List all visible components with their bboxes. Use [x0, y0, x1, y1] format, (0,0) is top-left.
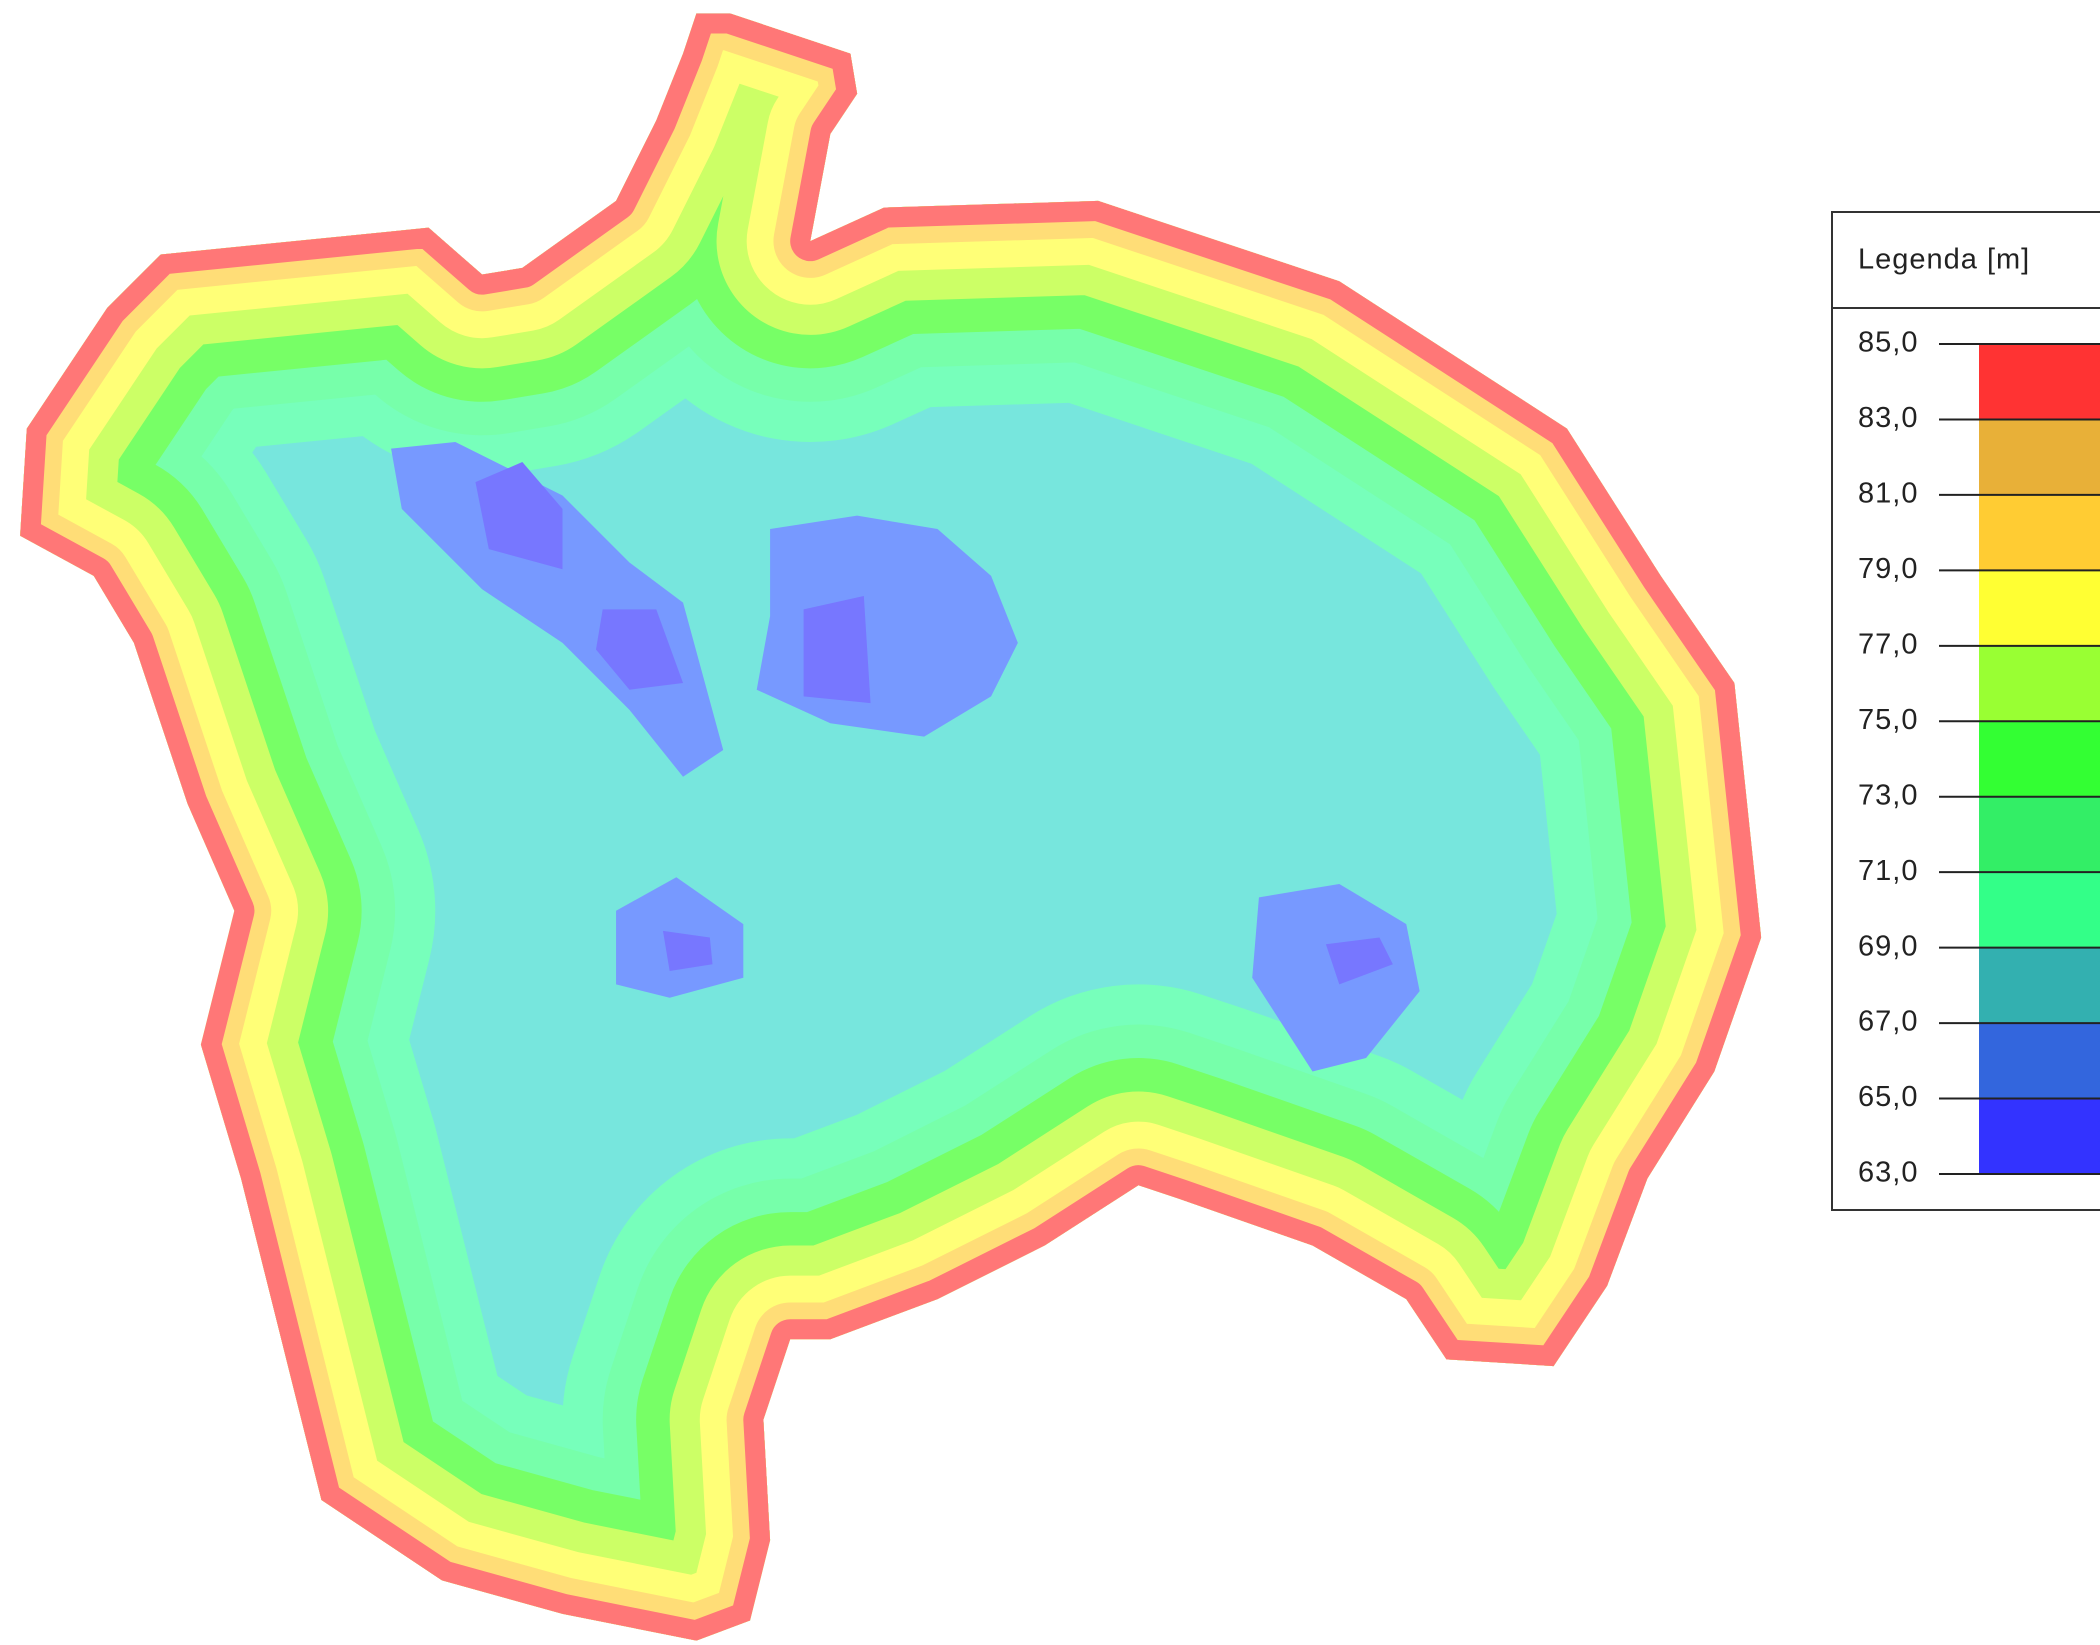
legend-tick-label: 69,0: [1858, 930, 1918, 962]
contour-map: [20, 13, 1761, 1640]
legend-band: [1979, 796, 2100, 873]
legend-band: [1979, 1023, 2100, 1099]
legend-tick-label: 71,0: [1858, 855, 1918, 887]
contour-bands: [20, 13, 1761, 1640]
legend-band: [1979, 494, 2100, 571]
legend-band: [1979, 721, 2100, 797]
deep-area: [1252, 883, 1420, 1072]
deep-areas: [391, 441, 1420, 1072]
legend: Legenda [m] 85,0 83,0 81,0 79,0 77,0 75,0 73,0…: [1831, 211, 2100, 1211]
legend-tick-label: 81,0: [1858, 478, 1918, 510]
deepest-area: [662, 930, 713, 971]
legend-tick-label: 83,0: [1858, 402, 1918, 434]
legend-band: [1979, 419, 2100, 495]
legend-band: [1979, 1098, 2100, 1174]
legend-band: [1979, 570, 2100, 646]
legend-tick-label: 77,0: [1858, 628, 1918, 660]
legend-band: [1979, 947, 2100, 1024]
legend-tick-label: 65,0: [1858, 1081, 1918, 1113]
legend-tick-label: 73,0: [1858, 779, 1918, 811]
legend-band: [1979, 645, 2100, 722]
legend-title: Legenda [m]: [1858, 244, 2030, 276]
legend-tick-label: 63,0: [1858, 1157, 1918, 1189]
deepest-area: [475, 462, 563, 570]
legend-band: [1979, 344, 2100, 420]
legend-tick-label: 75,0: [1858, 704, 1918, 736]
legend-tick-label: 85,0: [1858, 327, 1918, 359]
legend-tick-label: 79,0: [1858, 553, 1918, 585]
deepest-area: [1325, 937, 1393, 985]
deepest-area: [595, 609, 684, 690]
deepest-area: [803, 595, 871, 704]
deep-area: [391, 441, 724, 777]
legend-band: [1979, 872, 2100, 948]
legend-tick-label: 67,0: [1858, 1006, 1918, 1038]
